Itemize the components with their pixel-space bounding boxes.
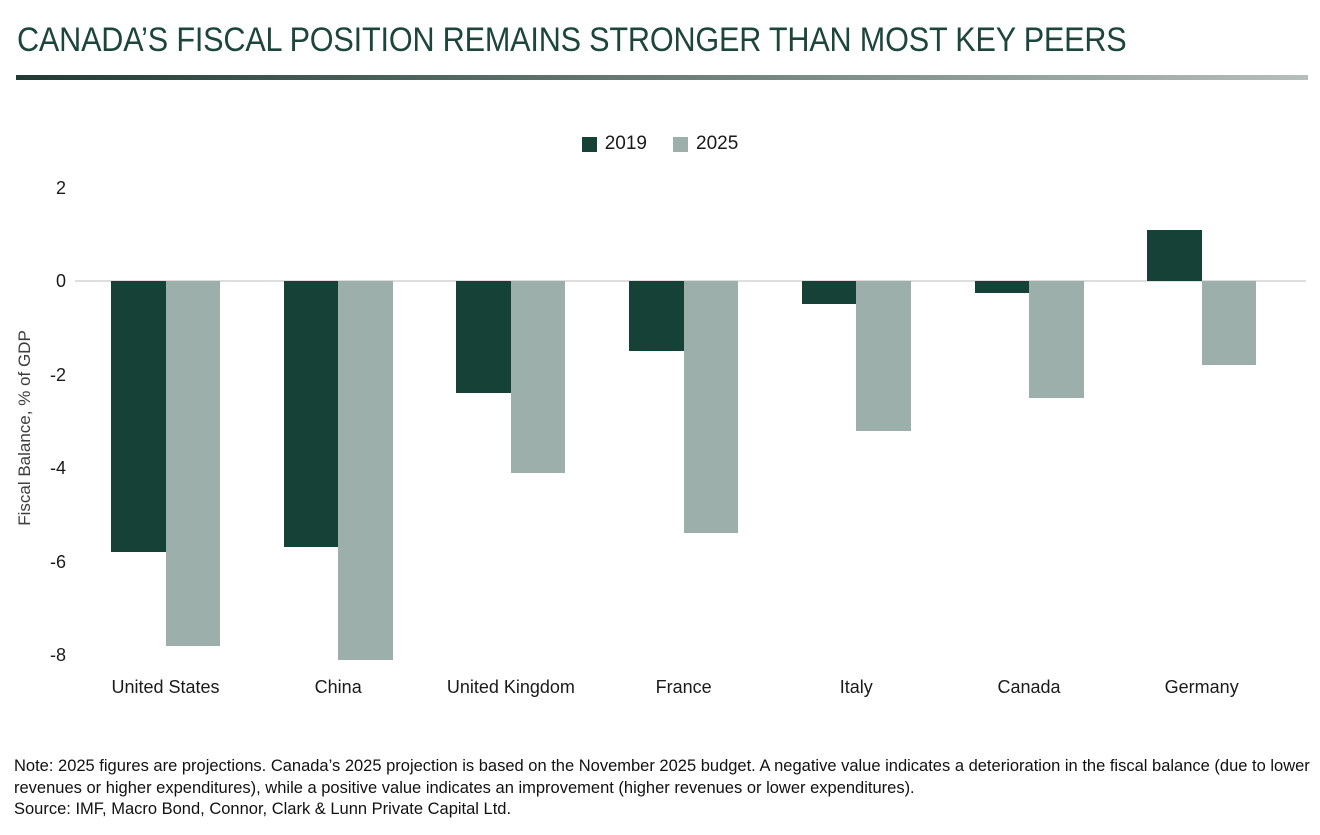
bar-2019-china: [283, 281, 339, 548]
bar-2025-canada: [1029, 281, 1084, 398]
x-axis-label-france: France: [655, 677, 712, 697]
bar-2025-germany: [1201, 281, 1257, 366]
legend-swatch-2025: [673, 136, 688, 152]
bar-2019-united-kingdom: [456, 281, 511, 394]
source-text: Source: IMF, Macro Bond, Connor, Clark &…: [14, 800, 512, 818]
chart-title: CANADA’S FISCAL POSITION REMAINS STRONGE…: [17, 21, 1127, 59]
legend: 2019 2025: [0, 133, 1320, 155]
bar-2019-germany: [1147, 229, 1202, 281]
legend-label: 2019: [604, 133, 647, 154]
y-tick-label: -2: [49, 364, 66, 385]
bar-2025-france: [683, 281, 739, 534]
bar-2025-united-kingdom: [510, 281, 566, 473]
x-axis-label-italy: Italy: [839, 677, 873, 697]
x-axis-label-china: China: [314, 677, 362, 697]
legend-label: 2025: [696, 133, 739, 154]
bar-2019-united-states: [111, 281, 166, 553]
bar-2019-france: [629, 281, 684, 352]
legend-item-2025: 2025: [673, 133, 738, 155]
bar-2019-canada: [974, 281, 1029, 293]
x-axis-label-united-kingdom: United Kingdom: [446, 677, 575, 697]
legend-swatch-2019: [581, 136, 597, 152]
bar-2025-china: [338, 281, 393, 660]
title-divider-rule: [16, 75, 1308, 80]
y-tick-label: -8: [49, 645, 66, 665]
y-tick-label: -6: [49, 551, 66, 572]
bar-2025-italy: [856, 281, 911, 431]
x-axis-label-united-states: United States: [111, 677, 220, 697]
y-tick-label: 2: [55, 177, 66, 198]
note-text: Note: 2025 figures are projections. Cana…: [14, 757, 1310, 797]
y-tick-label: -4: [49, 458, 66, 478]
x-axis-label-canada: Canada: [997, 677, 1061, 697]
x-axis-label-germany: Germany: [1164, 677, 1239, 697]
legend-item-2019: 2019: [581, 133, 647, 155]
y-axis-title: Fiscal Balance, % of GDP: [15, 330, 34, 526]
footnote-block: Note: 2025 figures are projections. Cana…: [14, 756, 1312, 821]
bar-2025-united-states: [165, 281, 220, 646]
bar-2019-italy: [801, 281, 857, 305]
y-tick-label: 0: [55, 271, 66, 291]
